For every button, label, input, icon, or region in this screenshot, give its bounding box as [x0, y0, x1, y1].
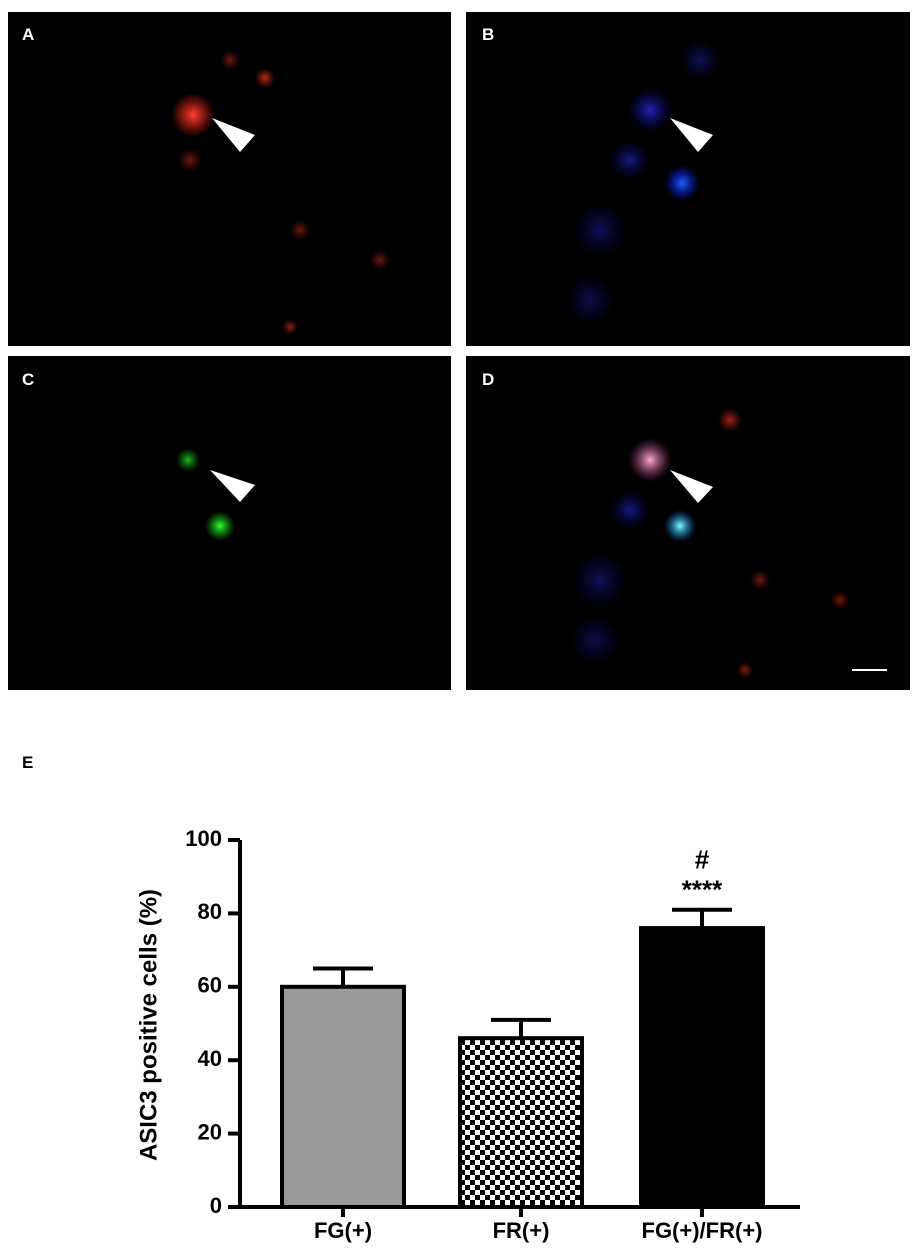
x-tick-label: FG(+) — [314, 1218, 372, 1243]
bar — [458, 1036, 584, 1210]
panel-d: D — [466, 356, 910, 690]
y-tick-label: 60 — [198, 973, 222, 998]
panel-c: C — [8, 356, 451, 690]
x-tick-label: FG(+)/FR(+) — [642, 1218, 763, 1243]
y-axis-label: ASIC3 positive cells (%) — [135, 889, 162, 1161]
panel-label: B — [482, 25, 494, 44]
panel-label: C — [22, 370, 34, 389]
panel-label: E — [22, 753, 33, 772]
y-tick-label: 40 — [198, 1046, 222, 1071]
y-tick-label: 80 — [198, 899, 222, 924]
y-tick-label: 0 — [210, 1193, 222, 1218]
annotation: **** — [682, 875, 723, 905]
panel-label: D — [482, 370, 494, 389]
panel-a: A — [8, 12, 451, 346]
x-tick-label: FR(+) — [493, 1218, 550, 1243]
panel-b: B — [466, 12, 910, 346]
bar — [280, 984, 406, 1209]
panel-label: A — [22, 25, 34, 44]
annotation: # — [695, 845, 710, 875]
bar — [639, 926, 765, 1210]
y-tick-label: 20 — [198, 1119, 222, 1144]
y-tick-label: 100 — [185, 826, 222, 851]
